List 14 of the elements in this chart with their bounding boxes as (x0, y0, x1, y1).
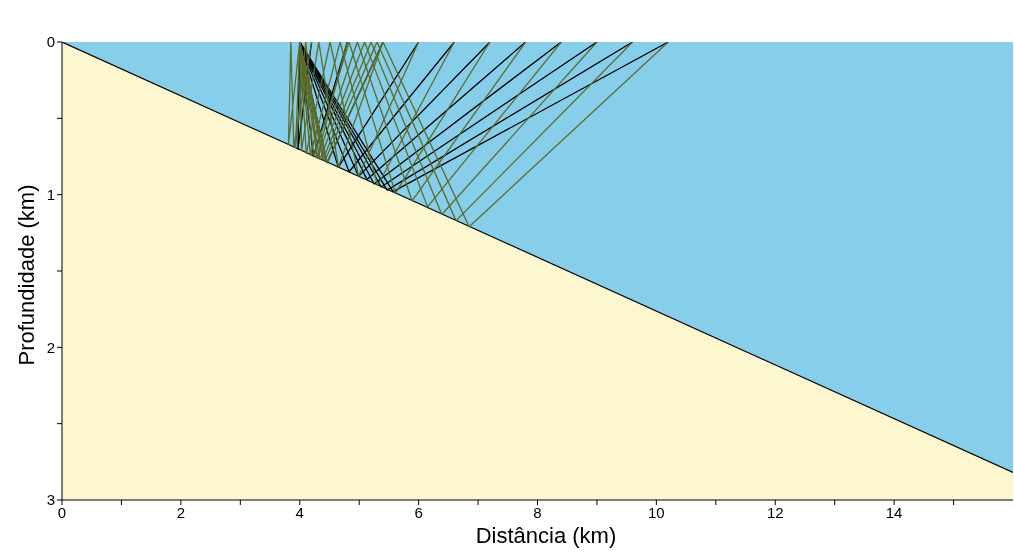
x-tick-label: 14 (885, 503, 903, 521)
x-tick-label: 0 (57, 503, 67, 521)
x-tick-label: 10 (648, 503, 665, 521)
y-tick-label: 1 (46, 185, 55, 203)
x-tick-label: 8 (533, 503, 542, 521)
x-axis-title: Distância (km) (475, 523, 617, 548)
x-tick-label: 12 (766, 503, 784, 521)
y-tick-label: 0 (46, 33, 55, 51)
y-tick-label: 3 (46, 491, 55, 509)
y-axis-title: Profundidade (km) (13, 184, 39, 366)
x-tick-label: 6 (414, 503, 423, 521)
y-tick-label: 2 (46, 338, 55, 356)
x-tick-label: 2 (176, 503, 186, 521)
x-tick-label: 4 (295, 503, 304, 521)
